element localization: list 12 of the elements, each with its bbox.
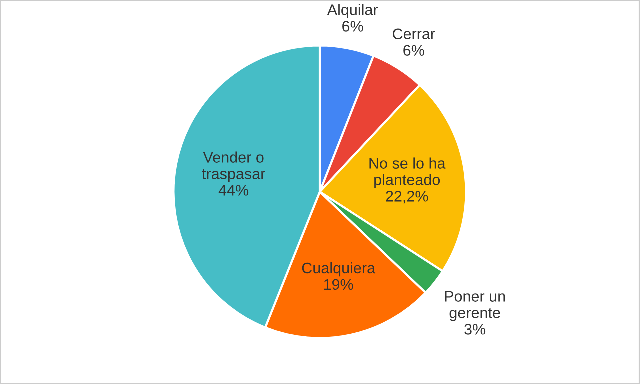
slice-label: Vender o traspasar bbox=[202, 152, 266, 182]
slice-label: Cerrar bbox=[393, 28, 436, 40]
data-label: 44% bbox=[218, 185, 249, 196]
slice-label: Alquilar bbox=[327, 4, 378, 18]
data-label: 6% bbox=[404, 45, 424, 56]
slice-label: No se lo ha planteado bbox=[370, 158, 446, 188]
data-label: 3% bbox=[464, 324, 486, 335]
data-label: 22,2% bbox=[386, 191, 428, 204]
slice-label: Cualquiera bbox=[302, 262, 376, 277]
data-label: 19% bbox=[324, 279, 354, 290]
slice-label: Poner un gerente bbox=[445, 291, 506, 322]
data-label: 6% bbox=[342, 21, 364, 32]
